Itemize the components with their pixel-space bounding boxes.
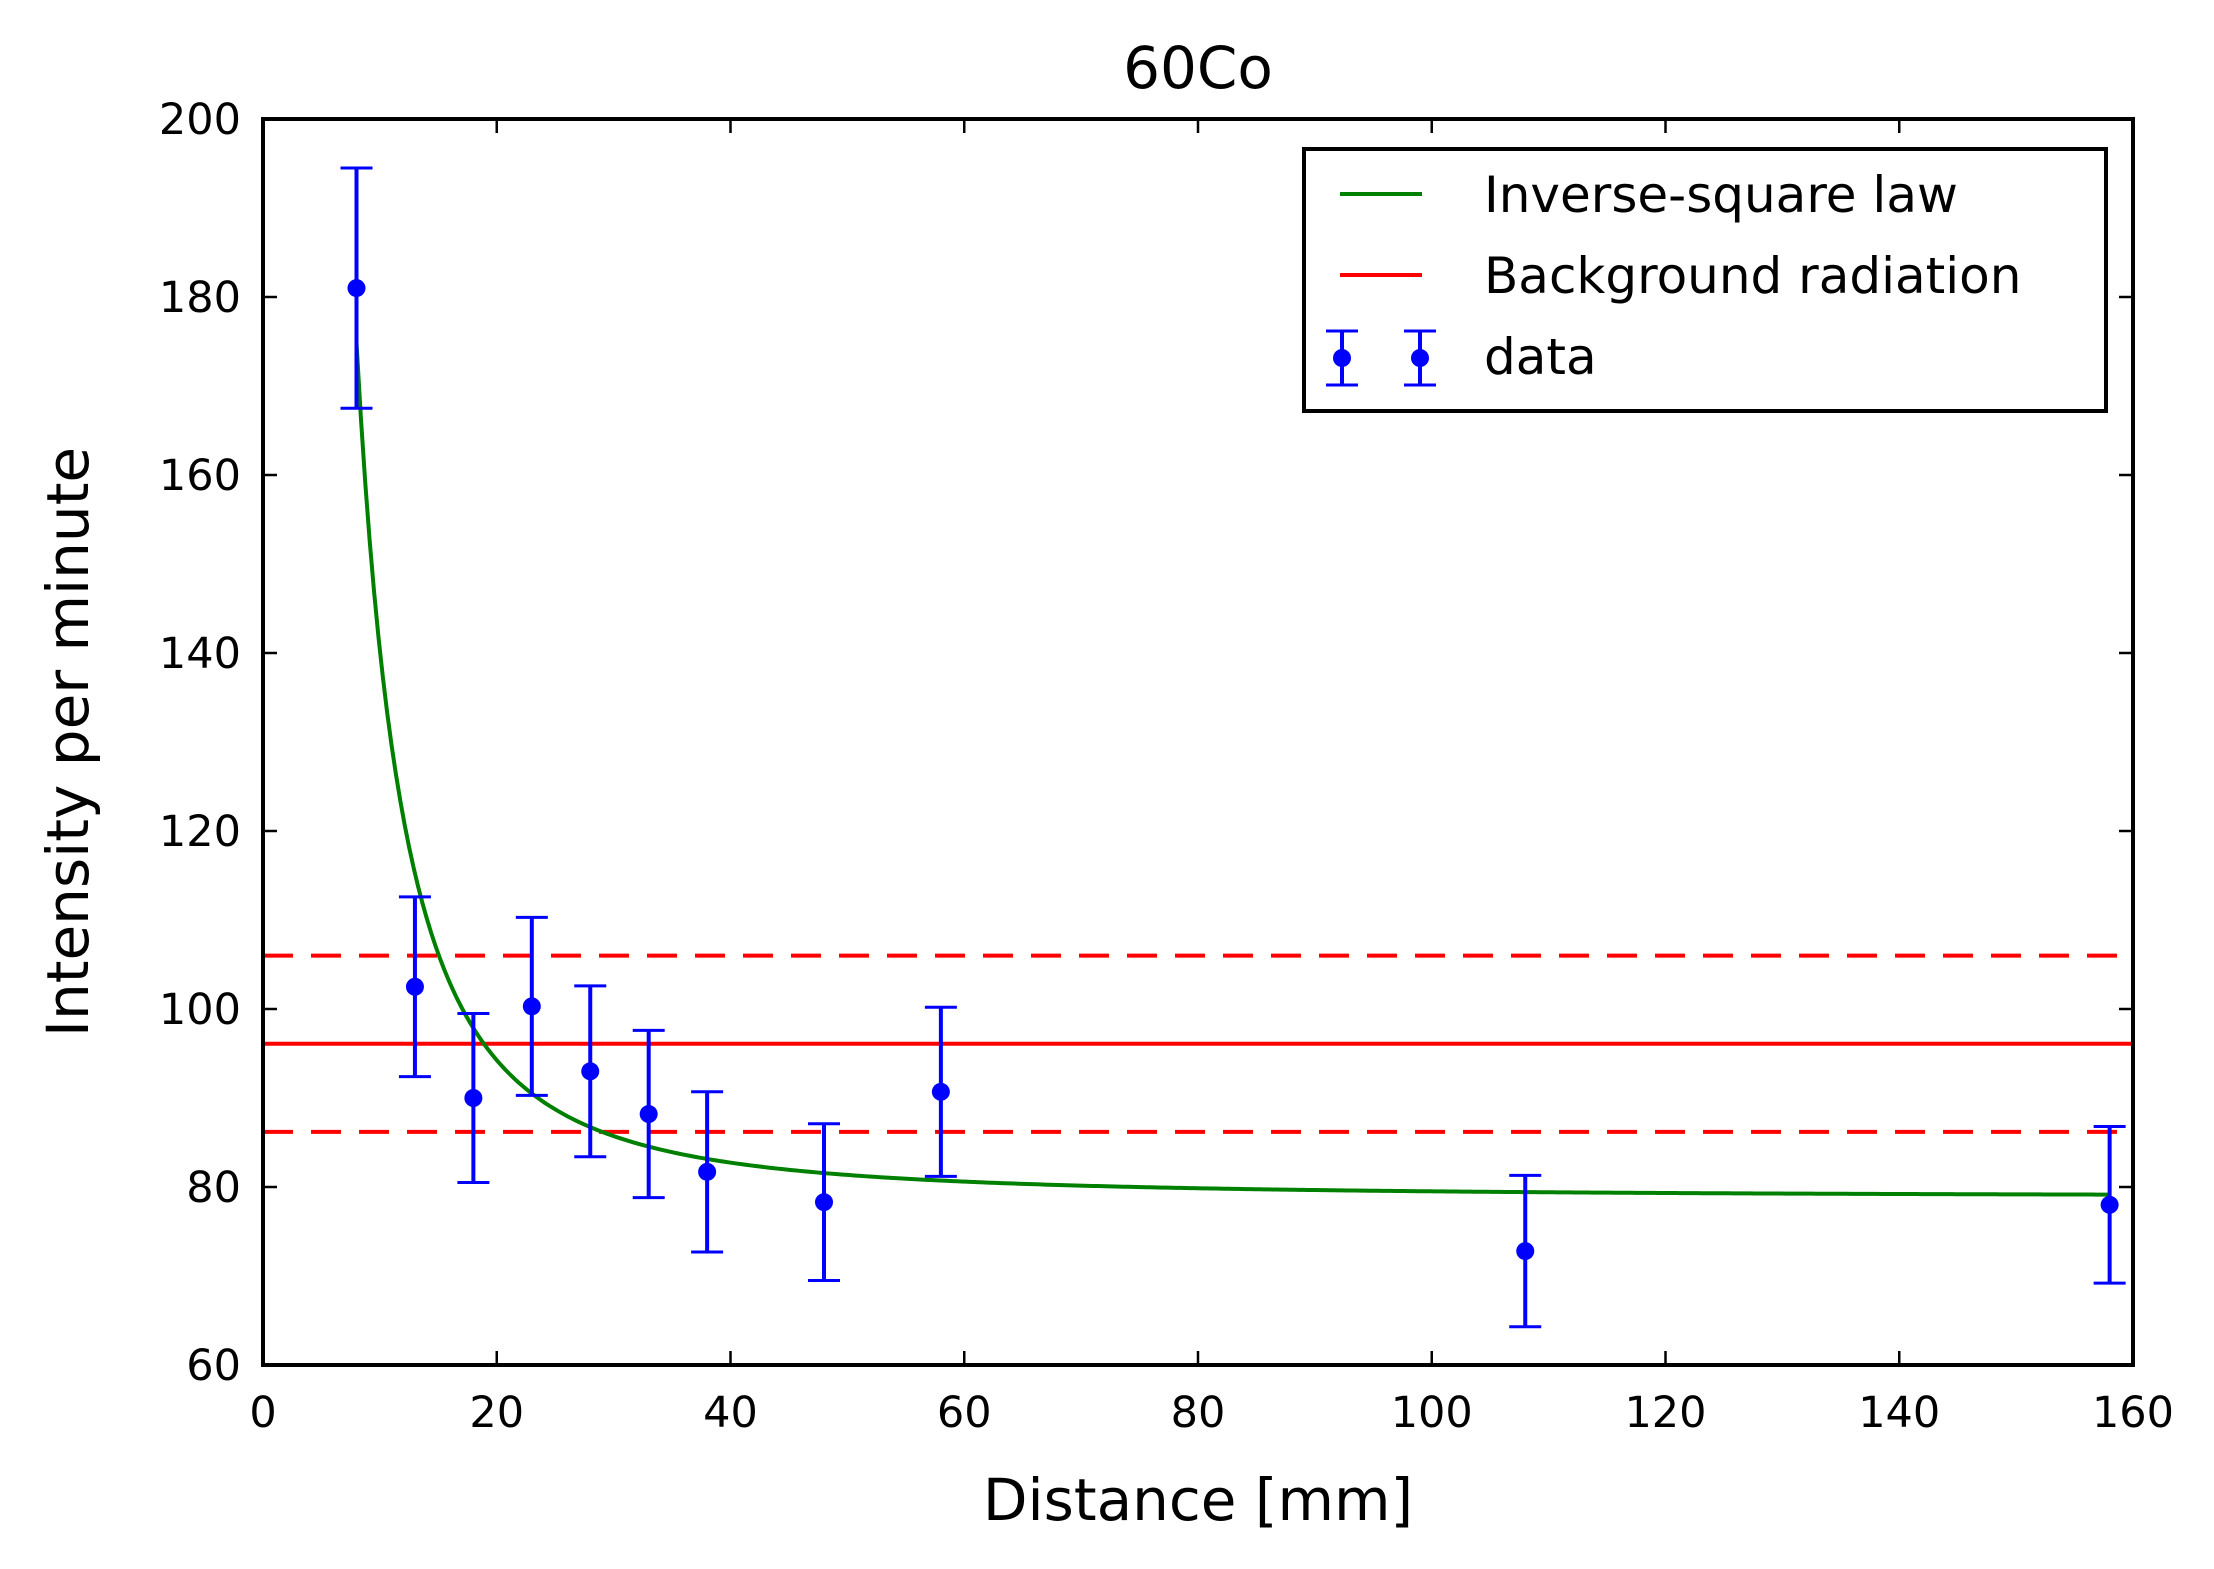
data-point-group: [808, 1122, 840, 1282]
y-tick-label: 100: [159, 985, 241, 1035]
plot-frame: [261, 117, 2135, 1367]
x-tick-label: 120: [1624, 1388, 1706, 1438]
data-point: [347, 279, 366, 298]
data-point-group: [1509, 1173, 1542, 1329]
y-axis-label: Intensity per minute: [34, 447, 102, 1037]
x-tick-label: 0: [249, 1388, 276, 1438]
y-tick-label: 200: [159, 95, 241, 145]
legend: Inverse-square law Background radiation …: [1302, 147, 2108, 413]
data-point-group: [457, 1011, 490, 1185]
x-tick-label: 100: [1391, 1388, 1473, 1438]
data-point-group: [574, 984, 607, 1159]
data-point: [464, 1089, 483, 1107]
legend-data-marker: [1333, 349, 1351, 367]
y-tick-label: 80: [186, 1163, 241, 1213]
data-point-group: [632, 1028, 665, 1200]
data-point: [405, 977, 424, 996]
y-tick-label: 180: [159, 273, 241, 323]
y-tick-label: 160: [159, 451, 241, 501]
data-point-group: [691, 1090, 724, 1254]
data-point: [581, 1062, 600, 1081]
y-tick-labels: 60 80 100 120 140 160 180 200: [159, 95, 241, 1391]
plot-series: [263, 166, 2133, 1329]
data-point: [698, 1162, 717, 1181]
x-tick-label: 140: [1858, 1388, 1940, 1438]
x-tick-label: 40: [703, 1388, 758, 1438]
data-point-group: [2093, 1124, 2126, 1285]
legend-data-marker: [1411, 349, 1429, 367]
x-axis-label: Distance [mm]: [983, 1466, 1413, 1534]
chart-title: 60Co: [1123, 34, 1273, 102]
y-tick-label: 120: [159, 807, 241, 857]
legend-box: [1302, 147, 2108, 413]
x-tick-labels: 0 20 40 60 80 100 120 140 160: [249, 1388, 2174, 1438]
x-tick-label: 80: [1171, 1388, 1226, 1438]
data-point: [522, 997, 541, 1016]
legend-data-label: data: [1484, 328, 1597, 386]
data-point: [815, 1193, 833, 1212]
data-point-group: [398, 895, 431, 1079]
data-point: [1516, 1242, 1535, 1261]
legend-fit-label: Inverse-square law: [1484, 166, 1958, 224]
x-tick-label: 160: [2092, 1388, 2174, 1438]
data-point: [639, 1105, 658, 1124]
data-point-group: [340, 166, 373, 410]
legend-data-swatch: [1326, 329, 1436, 387]
y-tick-label: 60: [186, 1341, 241, 1391]
legend-background-label: Background radiation: [1484, 247, 2021, 305]
data-point: [931, 1082, 950, 1101]
y-tick-label: 140: [159, 629, 241, 679]
data-point-group: [924, 1005, 957, 1178]
x-tick-label: 60: [937, 1388, 992, 1438]
data-point: [2100, 1195, 2119, 1214]
x-tick-label: 20: [469, 1388, 524, 1438]
data-point-group: [515, 915, 548, 1097]
